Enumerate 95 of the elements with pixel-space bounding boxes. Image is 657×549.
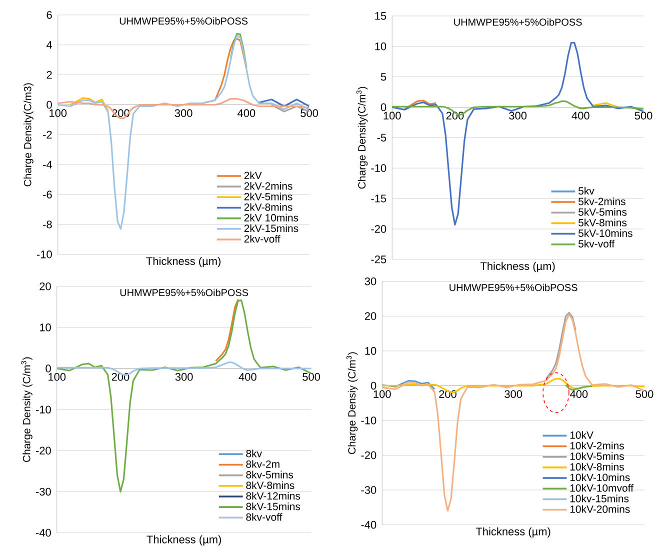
line-series bbox=[382, 380, 436, 390]
chart-title: UHMWPE95%+5%OibPOSS bbox=[120, 17, 248, 25]
legend-label: 8kv-2m bbox=[246, 460, 280, 468]
legend-label: 10kV-10mvoff bbox=[570, 484, 634, 492]
legend-label: 8kV-12mins bbox=[246, 492, 300, 500]
legend-label: 5kv-2mins bbox=[578, 198, 626, 206]
x-tick-label: 500 bbox=[636, 390, 654, 398]
legend-label: 5kv-voff bbox=[578, 240, 615, 248]
y-tick-label: 10 bbox=[375, 42, 386, 50]
y-tick-label: 4 bbox=[46, 41, 52, 49]
x-tick-label: 400 bbox=[572, 112, 590, 120]
legend-label: 8kv-voff bbox=[246, 513, 282, 521]
x-axis-title: Thickness (µm) bbox=[476, 527, 550, 538]
legend-label: 10kV bbox=[570, 431, 594, 439]
x-tick-label: 400 bbox=[238, 109, 256, 118]
y-axis-title: Charge Densiy (C/m$^{3}$) bbox=[346, 352, 358, 454]
legend-label: 10kV-8mins bbox=[570, 462, 624, 471]
x-axis-title: Thickness (µm) bbox=[146, 257, 220, 268]
chart-title: UHMWPE95%+5%OibPOSS bbox=[454, 18, 582, 26]
y-tick-label: -8 bbox=[43, 220, 52, 228]
legend-label: 10kV-20mins bbox=[570, 505, 630, 513]
chart-title: UHMWPE95%+5%OibPOSS bbox=[450, 284, 578, 292]
x-tick-label: 100 bbox=[50, 109, 67, 118]
legend-label: 10kv-15mins bbox=[570, 494, 629, 502]
y-tick-label: -10 bbox=[371, 164, 386, 172]
x-tick-label: 400 bbox=[238, 373, 256, 381]
y-tick-label: -30 bbox=[361, 486, 376, 494]
legend-label: 2kV 10mins bbox=[244, 214, 298, 222]
legend-label: 5kV-10mins bbox=[578, 229, 632, 237]
legend-label: 2kV-2mins bbox=[244, 182, 292, 190]
legend-label: 2kV-5mins bbox=[244, 192, 292, 200]
y-tick-label: -10 bbox=[36, 250, 52, 258]
x-tick-label: 100 bbox=[384, 112, 401, 120]
y-tick-label: -6 bbox=[43, 190, 52, 198]
x-tick-label: 100 bbox=[48, 373, 66, 381]
y-tick-label: 30 bbox=[364, 278, 376, 286]
y-tick-label: 15 bbox=[375, 12, 386, 20]
y-tick-label: -40 bbox=[36, 528, 51, 537]
y-tick-label: 0 bbox=[46, 364, 51, 372]
y-tick-label: -25 bbox=[371, 256, 386, 264]
y-tick-label: 5 bbox=[380, 73, 386, 81]
line-series bbox=[70, 97, 109, 112]
line-series bbox=[404, 100, 437, 110]
y-tick-label: 20 bbox=[364, 312, 376, 320]
x-tick-label: 300 bbox=[504, 390, 522, 398]
x-axis-title: Thickness (µm) bbox=[146, 535, 221, 546]
y-tick-label: 0 bbox=[370, 382, 376, 390]
y-tick-label: -20 bbox=[36, 446, 51, 455]
x-tick-label: 300 bbox=[175, 373, 193, 381]
x-tick-label: 100 bbox=[374, 390, 391, 398]
legend-label: 10kV-10mins bbox=[570, 474, 630, 482]
legend-label: 5kV-8mins bbox=[578, 218, 627, 226]
x-tick-label: 500 bbox=[634, 112, 652, 120]
y-tick-label: 0 bbox=[380, 103, 386, 112]
y-axis-title: Charge Density(C/m$^{3}$) bbox=[356, 86, 368, 189]
x-tick-label: 500 bbox=[300, 109, 318, 118]
x-axis-title: Thickness (µm) bbox=[480, 262, 555, 272]
legend-label: 5kV-5mins bbox=[578, 208, 627, 216]
y-tick-label: -10 bbox=[361, 416, 376, 424]
x-tick-label: 400 bbox=[570, 390, 588, 398]
y-tick-label: 10 bbox=[40, 324, 51, 332]
y-tick-label: -4 bbox=[43, 160, 52, 168]
legend-label: 2kv-voff bbox=[244, 235, 280, 243]
y-tick-label: -20 bbox=[361, 451, 376, 460]
y-axis-title: Charge Density(C/m3) bbox=[24, 83, 34, 186]
y-tick-label: 10 bbox=[365, 347, 376, 355]
legend-label: 8kV-8mins bbox=[246, 481, 294, 490]
y-tick-label: -40 bbox=[361, 520, 376, 529]
line-series bbox=[215, 298, 239, 362]
line-series bbox=[230, 32, 248, 68]
legend-label: 10kV-2mins bbox=[570, 442, 624, 450]
x-tick-label: 300 bbox=[509, 112, 527, 120]
legend-label: 10kV-5mins bbox=[570, 452, 624, 460]
y-tick-label: -5 bbox=[377, 134, 386, 142]
legend-label: 2kV-15mins bbox=[244, 224, 298, 232]
chart-title: UHMWPE95%+5%OibPOSS bbox=[120, 288, 248, 296]
legend-label: 8kv-5mins bbox=[246, 470, 294, 479]
legend-label: 8kv bbox=[246, 450, 262, 458]
y-tick-label: 20 bbox=[40, 282, 51, 290]
y-tick-label: 2 bbox=[46, 71, 52, 79]
y-tick-label: 0 bbox=[46, 100, 52, 109]
y-tick-label: -2 bbox=[43, 130, 52, 139]
y-tick-label: -10 bbox=[36, 406, 51, 414]
y-tick-label: -30 bbox=[36, 488, 51, 496]
line-series bbox=[545, 312, 576, 380]
legend-label: 2kV-8mins bbox=[244, 203, 292, 211]
y-tick-label: -20 bbox=[371, 225, 386, 233]
legend-label: 8kV-15mins bbox=[246, 502, 300, 510]
y-axis-title: Charge Density (C/m$^{3}$) bbox=[21, 357, 32, 462]
x-tick-label: 500 bbox=[302, 373, 320, 381]
legend-label: 5kv bbox=[578, 186, 594, 195]
x-tick-label: 300 bbox=[174, 109, 192, 118]
y-tick-label: -15 bbox=[371, 194, 386, 202]
y-tick-label: 6 bbox=[46, 11, 52, 19]
legend-label: 2kV bbox=[244, 172, 262, 180]
